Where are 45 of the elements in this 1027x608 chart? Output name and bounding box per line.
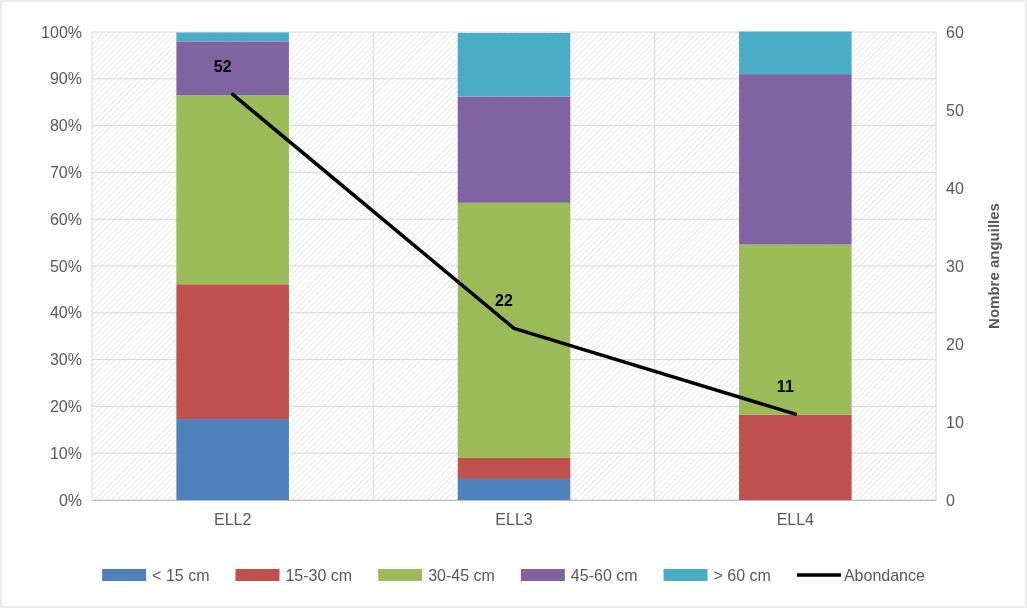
bar [457, 96, 571, 203]
y-tick-label: 0% [58, 491, 82, 509]
y-tick-label: 90% [49, 70, 82, 88]
y-tick-label: 10% [49, 444, 82, 462]
y-tick-label: 40% [49, 304, 82, 322]
bar [739, 244, 852, 415]
legend-label: 45-60 cm [570, 567, 638, 584]
bar [739, 414, 852, 500]
bar [176, 41, 289, 96]
bar [176, 419, 289, 500]
legend-label: Abondance [843, 567, 925, 584]
y2-tick-label: 40 [946, 179, 964, 197]
legend-label: 15-30 cm [285, 567, 353, 584]
bar [739, 74, 852, 245]
bar [739, 31, 852, 75]
legend-label: 30-45 cm [428, 567, 495, 584]
y2-tick-label: 0 [946, 491, 955, 509]
y-tick-label: 100% [41, 23, 82, 41]
y2-axis-title: Nombre anguilles [985, 203, 1002, 329]
bar [457, 478, 571, 500]
y-tick-label: 60% [49, 210, 82, 228]
y-tick-label: 70% [49, 164, 82, 182]
y-tick-label: 30% [49, 351, 82, 369]
data-label: 11 [776, 378, 794, 396]
x-tick-label: ELL2 [213, 511, 252, 529]
x-tick-label: ELL4 [776, 511, 815, 529]
y-tick-label: 20% [49, 398, 82, 416]
bar [457, 32, 571, 97]
y2-tick-label: 60 [946, 23, 964, 41]
y2-tick-label: 10 [946, 413, 964, 431]
x-tick-label: ELL3 [495, 511, 533, 529]
bar [457, 457, 571, 479]
bar [176, 284, 289, 420]
y2-tick-label: 20 [946, 335, 964, 353]
bar [176, 32, 289, 42]
bar [457, 202, 571, 458]
legend-label: > 60 cm [713, 567, 771, 584]
bar [176, 95, 289, 285]
data-label: 22 [495, 292, 513, 310]
data-label: 52 [213, 58, 232, 76]
y2-tick-label: 30 [946, 257, 964, 275]
y2-tick-label: 50 [946, 101, 964, 119]
legend-label: < 15 cm [152, 567, 210, 584]
y-tick-label: 50% [49, 257, 82, 275]
y-tick-label: 80% [49, 117, 82, 135]
